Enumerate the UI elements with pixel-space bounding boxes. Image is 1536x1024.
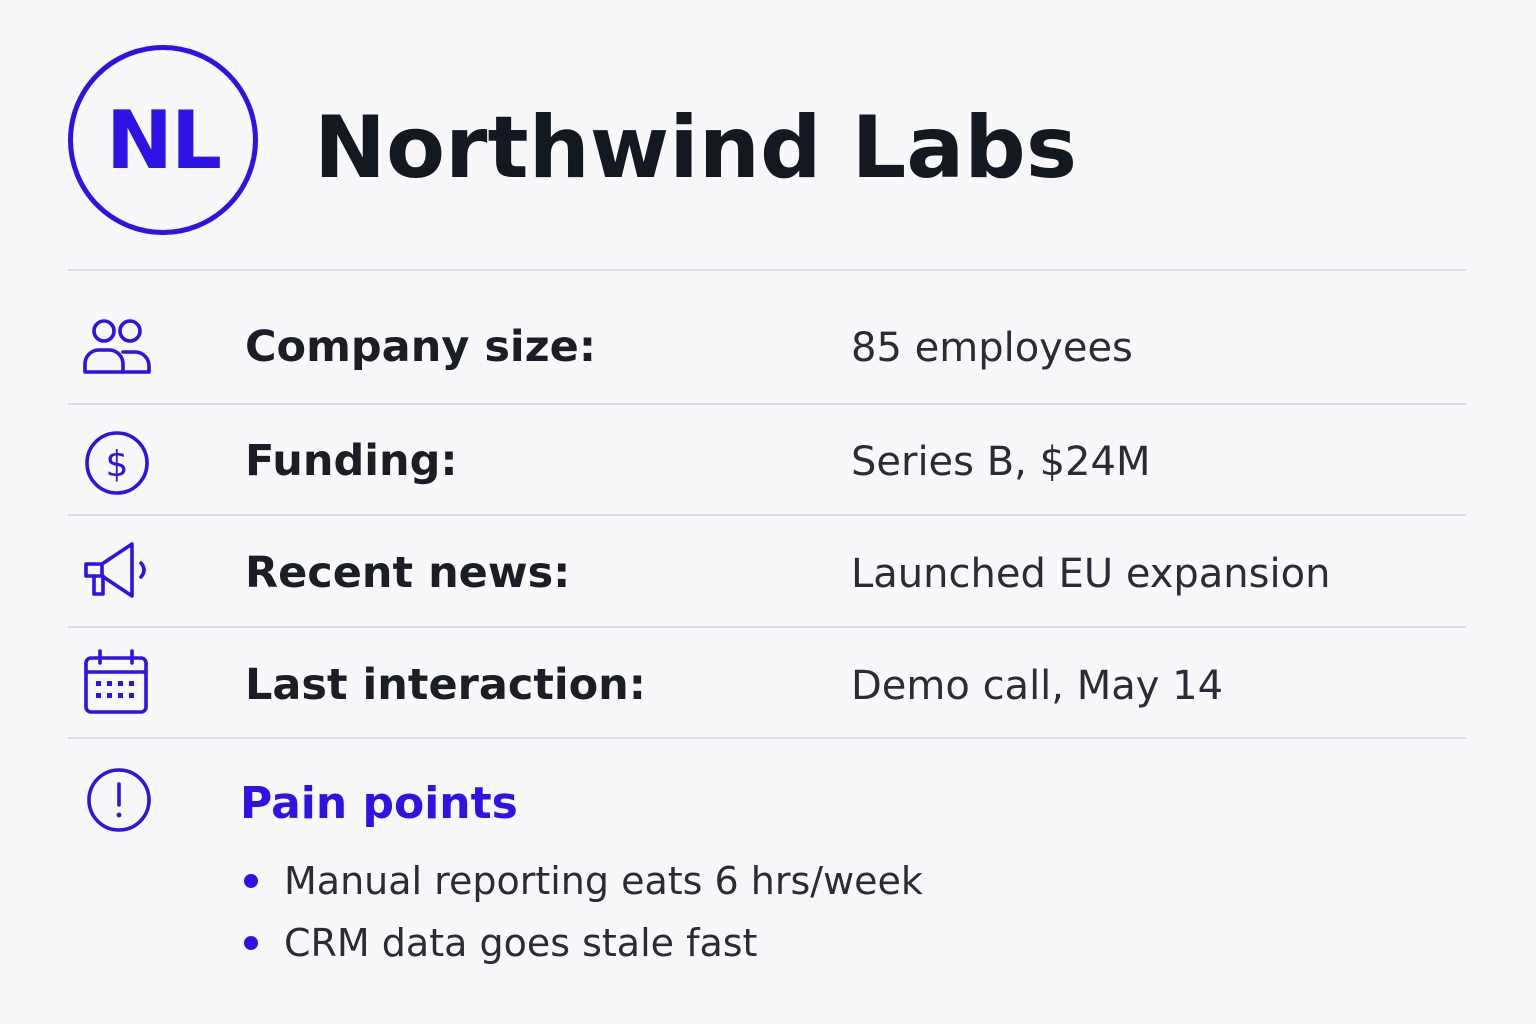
pain-points-title: Pain points: [240, 778, 518, 829]
row-divider: [68, 737, 1466, 739]
list-item: CRM data goes stale fast: [240, 912, 923, 974]
company-size-value: 85 employees: [851, 325, 1133, 371]
alert-circle-icon: [84, 765, 154, 835]
pain-point-text: CRM data goes stale fast: [284, 921, 758, 965]
pain-points-list: Manual reporting eats 6 hrs/week CRM dat…: [240, 850, 923, 974]
last-interaction-value: Demo call, May 14: [851, 663, 1224, 709]
svg-text:$: $: [106, 444, 129, 485]
header-divider: [68, 269, 1466, 271]
row-divider: [68, 514, 1466, 516]
recent-news-label: Recent news:: [245, 548, 571, 598]
avatar: NL: [68, 45, 258, 235]
company-size-label: Company size:: [245, 322, 597, 372]
funding-label: Funding:: [245, 436, 458, 486]
company-name: Northwind Labs: [314, 98, 1078, 198]
recent-news-value: Launched EU expansion: [851, 551, 1331, 597]
users-icon: [82, 314, 152, 384]
pain-point-text: Manual reporting eats 6 hrs/week: [284, 859, 923, 903]
dollar-circle-icon: $: [82, 428, 152, 498]
avatar-initials: NL: [106, 93, 222, 187]
last-interaction-label: Last interaction:: [245, 660, 646, 710]
megaphone-icon: [82, 538, 152, 608]
row-divider: [68, 403, 1466, 405]
row-divider: [68, 626, 1466, 628]
list-item: Manual reporting eats 6 hrs/week: [240, 850, 923, 912]
calendar-icon: [82, 648, 152, 718]
bullet-icon: [244, 936, 258, 950]
funding-value: Series B, $24M: [851, 439, 1151, 485]
bullet-icon: [244, 874, 258, 888]
